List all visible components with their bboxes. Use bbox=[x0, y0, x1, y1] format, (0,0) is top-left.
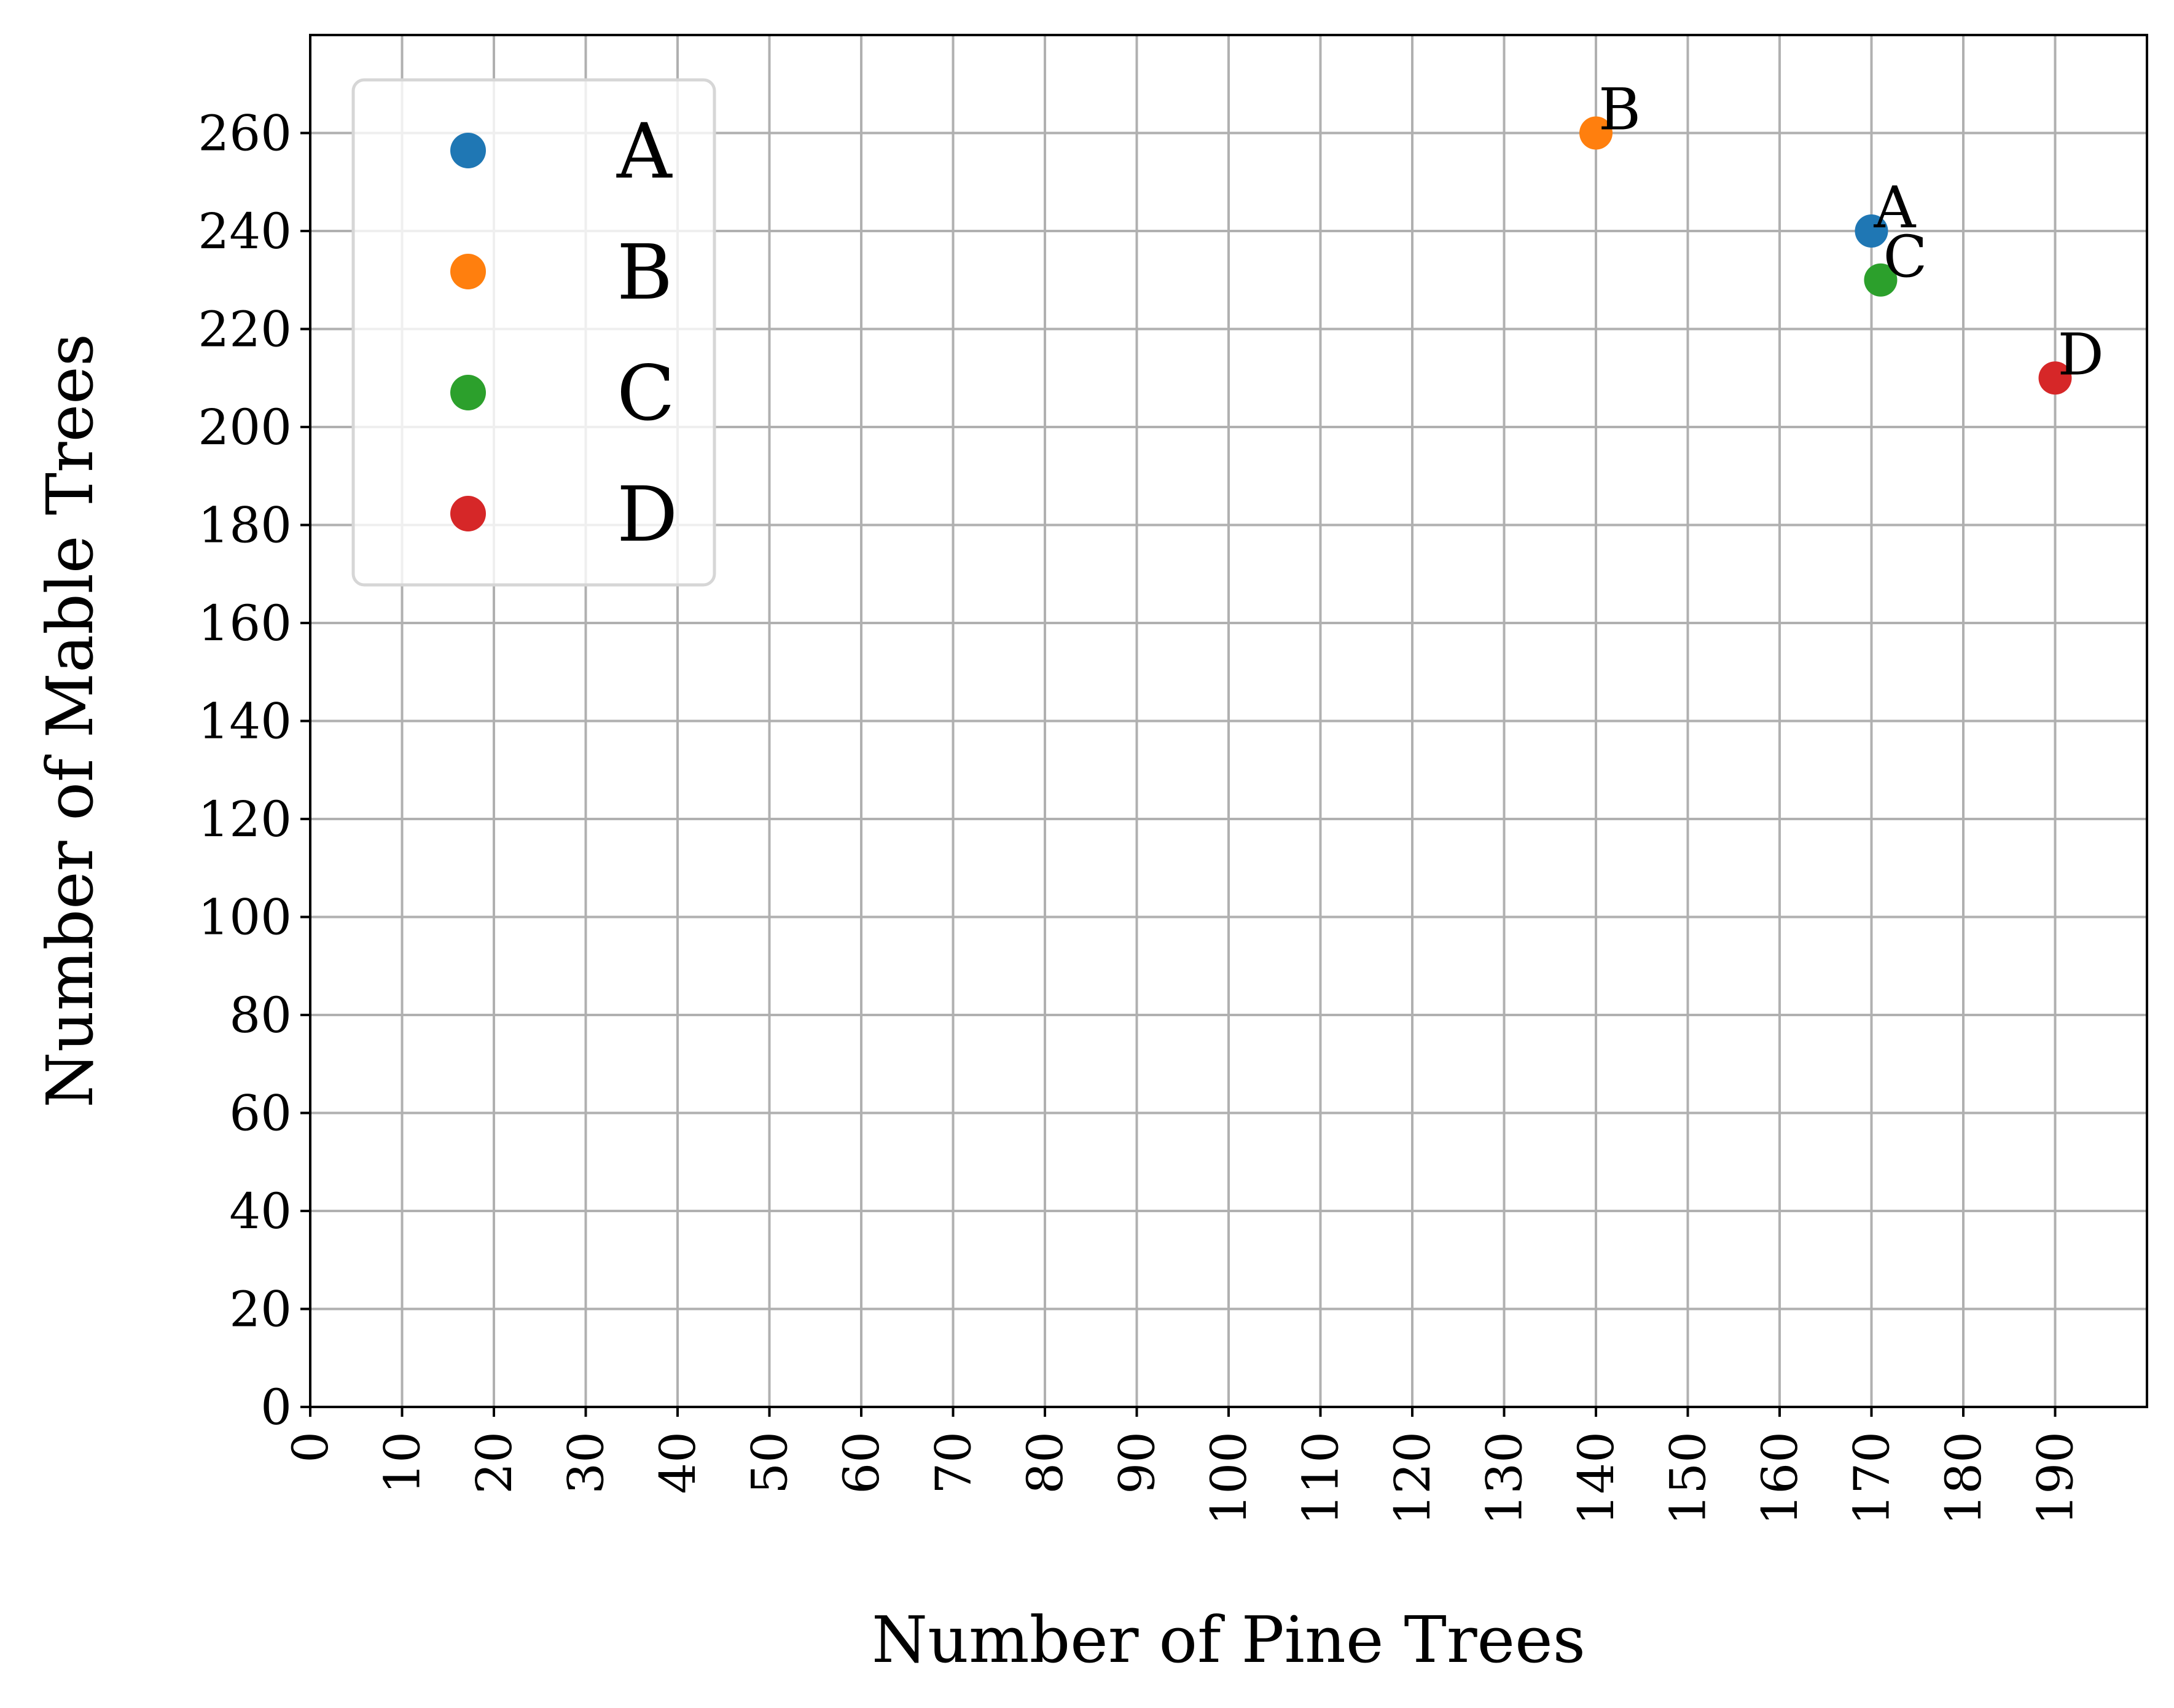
legend-entry: A bbox=[616, 108, 673, 196]
legend-marker bbox=[450, 133, 486, 168]
data-point bbox=[1864, 263, 1898, 297]
x-tick-label: 50 bbox=[741, 1432, 799, 1494]
x-tick-label: 80 bbox=[1017, 1432, 1074, 1494]
x-tick-label: 160 bbox=[1751, 1432, 1808, 1526]
data-point bbox=[2038, 361, 2072, 395]
legend-box bbox=[351, 78, 716, 587]
y-tick-label: 180 bbox=[198, 497, 292, 554]
x-tick-label: 20 bbox=[466, 1432, 523, 1494]
legend-marker bbox=[450, 375, 486, 410]
y-tick-label: 0 bbox=[260, 1379, 292, 1436]
x-tick-label: 140 bbox=[1568, 1432, 1625, 1526]
y-tick-label: 120 bbox=[198, 791, 292, 848]
x-tick-label: 60 bbox=[833, 1432, 890, 1494]
x-tick-label: 30 bbox=[558, 1432, 615, 1494]
data-point-label: B bbox=[1598, 77, 1641, 144]
y-tick-label: 160 bbox=[198, 595, 292, 652]
x-tick-label: 120 bbox=[1384, 1432, 1441, 1526]
data-point bbox=[1855, 214, 1888, 248]
legend-marker bbox=[450, 254, 486, 289]
x-tick-label: 10 bbox=[374, 1432, 431, 1494]
y-tick-label: 140 bbox=[198, 693, 292, 750]
y-tick-label: 40 bbox=[229, 1183, 292, 1240]
data-point-label: C bbox=[1883, 224, 1927, 291]
legend-entry: D bbox=[617, 471, 678, 559]
x-tick-label: 130 bbox=[1476, 1432, 1533, 1526]
data-point bbox=[1579, 116, 1613, 150]
y-tick-label: 260 bbox=[198, 105, 292, 162]
x-tick-label: 150 bbox=[1660, 1432, 1717, 1526]
y-tick-label: 200 bbox=[198, 399, 292, 456]
data-point-label: D bbox=[2058, 321, 2104, 388]
x-axis-label: Number of Pine Trees bbox=[872, 1602, 1586, 1677]
axis-ticks: 0 10 20 30 40 50 60 70 80 90 100 110 120 130 140 150 160… bbox=[198, 105, 2084, 1526]
y-tick-label: 60 bbox=[229, 1085, 292, 1142]
x-tick-label: 110 bbox=[1292, 1432, 1350, 1526]
x-tick-label: 40 bbox=[649, 1432, 706, 1494]
y-tick-label: 220 bbox=[198, 301, 292, 358]
x-tick-label: 0 bbox=[282, 1432, 339, 1463]
x-tick-label: 170 bbox=[1844, 1432, 1901, 1526]
data-points: A B C D bbox=[1579, 77, 2104, 395]
y-tick-label: 20 bbox=[229, 1281, 292, 1338]
x-tick-label: 70 bbox=[925, 1432, 982, 1494]
y-tick-label: 100 bbox=[198, 889, 292, 946]
data-point-label: A bbox=[1874, 174, 1917, 241]
x-tick-label: 190 bbox=[2027, 1432, 2084, 1526]
legend-entry: C bbox=[617, 350, 675, 438]
y-axis-label: Number of Mable Trees bbox=[33, 334, 108, 1108]
x-tick-label: 100 bbox=[1200, 1432, 1257, 1526]
y-tick-label: 240 bbox=[198, 203, 292, 260]
legend-entry: B bbox=[617, 229, 673, 317]
x-tick-label: 90 bbox=[1109, 1432, 1166, 1494]
x-tick-label: 180 bbox=[1935, 1432, 1992, 1526]
y-tick-label: 80 bbox=[229, 987, 292, 1044]
legend-marker bbox=[450, 496, 486, 531]
